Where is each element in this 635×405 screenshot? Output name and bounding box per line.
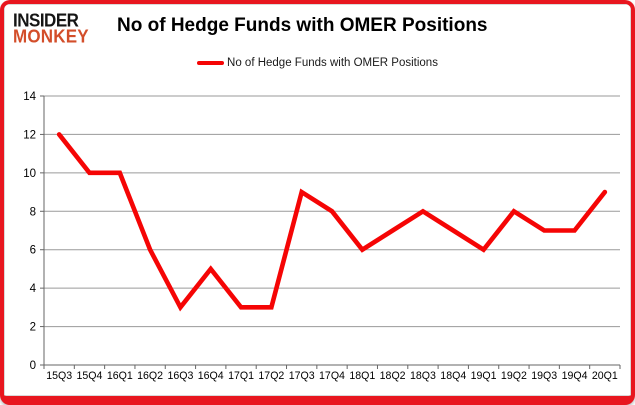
x-axis-label: 16Q3 xyxy=(167,370,193,382)
line-chart: 0 2 4 6 8 10 12 14 15Q3 15Q4 16Q1 16Q2 16Q3 16Q4 17Q1 1… xyxy=(23,91,621,382)
x-axis-label: 18Q2 xyxy=(380,370,406,382)
legend-label: No of Hedge Funds with OMER Positions xyxy=(227,57,438,69)
y-axis-label: 12 xyxy=(23,129,36,141)
x-axis-label: 15Q4 xyxy=(77,370,103,382)
y-axis-label: 8 xyxy=(30,206,36,218)
x-axis-label: 19Q4 xyxy=(562,370,588,382)
legend-line-marker xyxy=(197,61,225,65)
x-axis-label: 16Q2 xyxy=(137,370,163,382)
x-axis-label: 17Q3 xyxy=(289,370,315,382)
y-axis-label: 10 xyxy=(23,168,36,180)
x-axis-label: 15Q3 xyxy=(46,370,72,382)
x-axis-label: 18Q4 xyxy=(440,370,466,382)
y-axis-label: 6 xyxy=(30,245,36,257)
x-axis-label: 20Q1 xyxy=(592,370,618,382)
x-axis-label: 16Q1 xyxy=(107,370,133,382)
x-axis-label: 18Q1 xyxy=(349,370,375,382)
y-axis-label: 14 xyxy=(23,91,36,103)
legend: No of Hedge Funds with OMER Positions xyxy=(4,57,631,69)
x-axis-label: 16Q4 xyxy=(198,370,224,382)
x-axis-label: 17Q2 xyxy=(258,370,284,382)
x-axis-label: 18Q3 xyxy=(410,370,436,382)
y-axis-label: 2 xyxy=(30,322,36,334)
chart-title: No of Hedge Funds with OMER Positions xyxy=(117,15,488,36)
x-axis-label: 17Q1 xyxy=(228,370,254,382)
logo-insider-text: INSIDER xyxy=(13,10,79,31)
x-axis-label: 17Q4 xyxy=(319,370,345,382)
x-axis-label: 19Q3 xyxy=(531,370,557,382)
y-axis-label: 4 xyxy=(30,283,37,295)
insider-monkey-logo: INSIDER MONKEY xyxy=(13,10,89,47)
y-axis-label: 0 xyxy=(30,360,36,372)
logo-monkey-text: MONKEY xyxy=(13,26,89,47)
x-axis-label: 19Q2 xyxy=(501,370,527,382)
x-axis-label: 19Q1 xyxy=(471,370,497,382)
data-line-series xyxy=(56,132,608,312)
